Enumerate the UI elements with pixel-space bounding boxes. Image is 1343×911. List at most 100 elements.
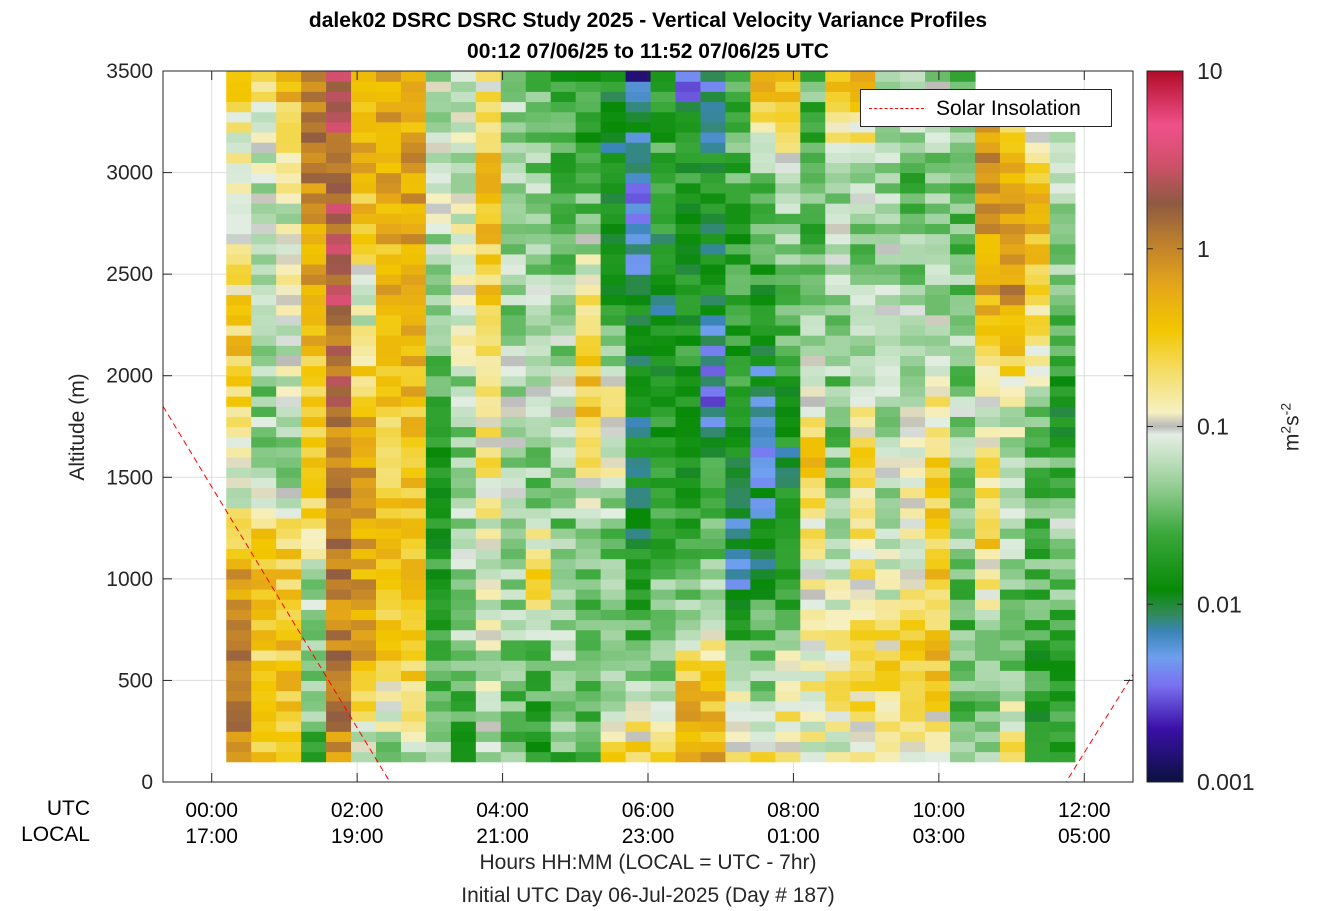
heatmap-cell [975,223,1001,235]
heatmap-cell [425,721,452,732]
heatmap-cell [625,426,652,438]
heatmap-cell [875,223,901,235]
heatmap-cell [251,731,277,742]
heatmap-cell [900,345,926,356]
heatmap-cell [950,243,976,255]
heatmap-cell [276,517,302,529]
heatmap-cell [750,497,776,509]
heatmap-cell [950,700,976,712]
heatmap-cell [725,396,751,407]
heatmap-cell [600,751,627,763]
heatmap-cell [650,213,677,224]
heatmap-cell [276,700,302,712]
heatmap-cell [1024,721,1051,732]
heatmap-cell [600,731,627,742]
heatmap-cell [575,670,602,682]
heatmap-cell [500,213,527,224]
heatmap-cell [376,426,402,438]
heatmap-cell [999,619,1026,631]
heatmap-cell [276,426,302,438]
heatmap-cell [800,528,826,539]
heatmap-cell [450,629,477,641]
heatmap-cell [600,446,627,458]
heatmap-cell [999,142,1026,153]
heatmap-cell [326,233,352,245]
heatmap-cell [750,81,776,92]
heatmap-cell [326,477,352,489]
heatmap-cell [251,700,277,712]
heatmap-cell [376,345,402,356]
heatmap-cell [825,731,851,742]
heatmap-cell [301,314,327,326]
heatmap-cell [900,467,926,478]
heatmap-cell [475,324,502,336]
heatmap-cell [950,487,976,499]
heatmap-cell [775,274,801,285]
heatmap-cell [525,700,552,712]
heatmap-cell [251,558,277,570]
heatmap-cell [725,91,751,103]
heatmap-cell [700,263,727,275]
heatmap-cell [1024,162,1051,174]
heatmap-cell [775,487,801,499]
heatmap-cell [700,639,727,651]
heatmap-cell [999,284,1026,296]
heatmap-cell [450,710,477,722]
heatmap-cell [875,649,901,661]
heatmap-cell [999,335,1026,346]
heatmap-cell [376,406,402,417]
heatmap-cell [750,253,776,265]
heatmap-cell [1024,578,1051,590]
heatmap-cell [425,558,452,570]
heatmap-cell [400,274,427,285]
heatmap-cell [226,456,252,468]
heatmap-cell [750,243,776,255]
heatmap-cell [276,416,302,428]
heatmap-cell [600,660,627,671]
heatmap-cell [276,172,302,184]
heatmap-cell [450,284,477,296]
heatmap-cell [925,71,951,82]
heatmap-cell [650,121,677,133]
heatmap-cell [950,426,976,438]
heatmap-cell [625,131,652,143]
heatmap-cell [525,741,552,753]
heatmap-cell [301,710,327,722]
heatmap-cell [475,385,502,397]
heatmap-cell [725,375,751,387]
heatmap-cell [950,355,976,367]
heatmap-cell [400,396,427,407]
heatmap-cell [326,223,352,235]
heatmap-cell [775,649,801,661]
heatmap-cell [775,324,801,336]
heatmap-cell [800,426,826,438]
heatmap-cell [525,558,552,570]
heatmap-cell [875,213,901,224]
heatmap-cell [450,477,477,489]
heatmap-cell [725,172,751,184]
heatmap-cell [900,477,926,489]
heatmap-cell [525,152,552,164]
heatmap-cell [900,406,926,417]
heatmap-cell [950,639,976,651]
heatmap-cell [351,243,377,255]
heatmap-cell [775,507,801,519]
heatmap-cell [775,142,801,153]
heatmap-cell [575,365,602,377]
heatmap-cell [775,517,801,529]
heatmap-cell [1049,507,1076,519]
heatmap-cell [251,578,277,590]
heatmap-cell [725,416,751,428]
heatmap-cell [575,385,602,397]
heatmap-cell [1049,172,1076,184]
heatmap-cell [226,497,252,509]
heatmap-cell [550,436,577,448]
heatmap-cell [975,619,1001,631]
heatmap-cell [875,528,901,539]
chart-subtitle: 00:12 07/06/25 to 11:52 07/06/25 UTC [467,40,829,63]
heatmap-cell [1024,538,1051,549]
heatmap-cell [425,324,452,336]
heatmap-cell [575,416,602,428]
heatmap-cell [525,355,552,367]
heatmap-cell [900,81,926,92]
